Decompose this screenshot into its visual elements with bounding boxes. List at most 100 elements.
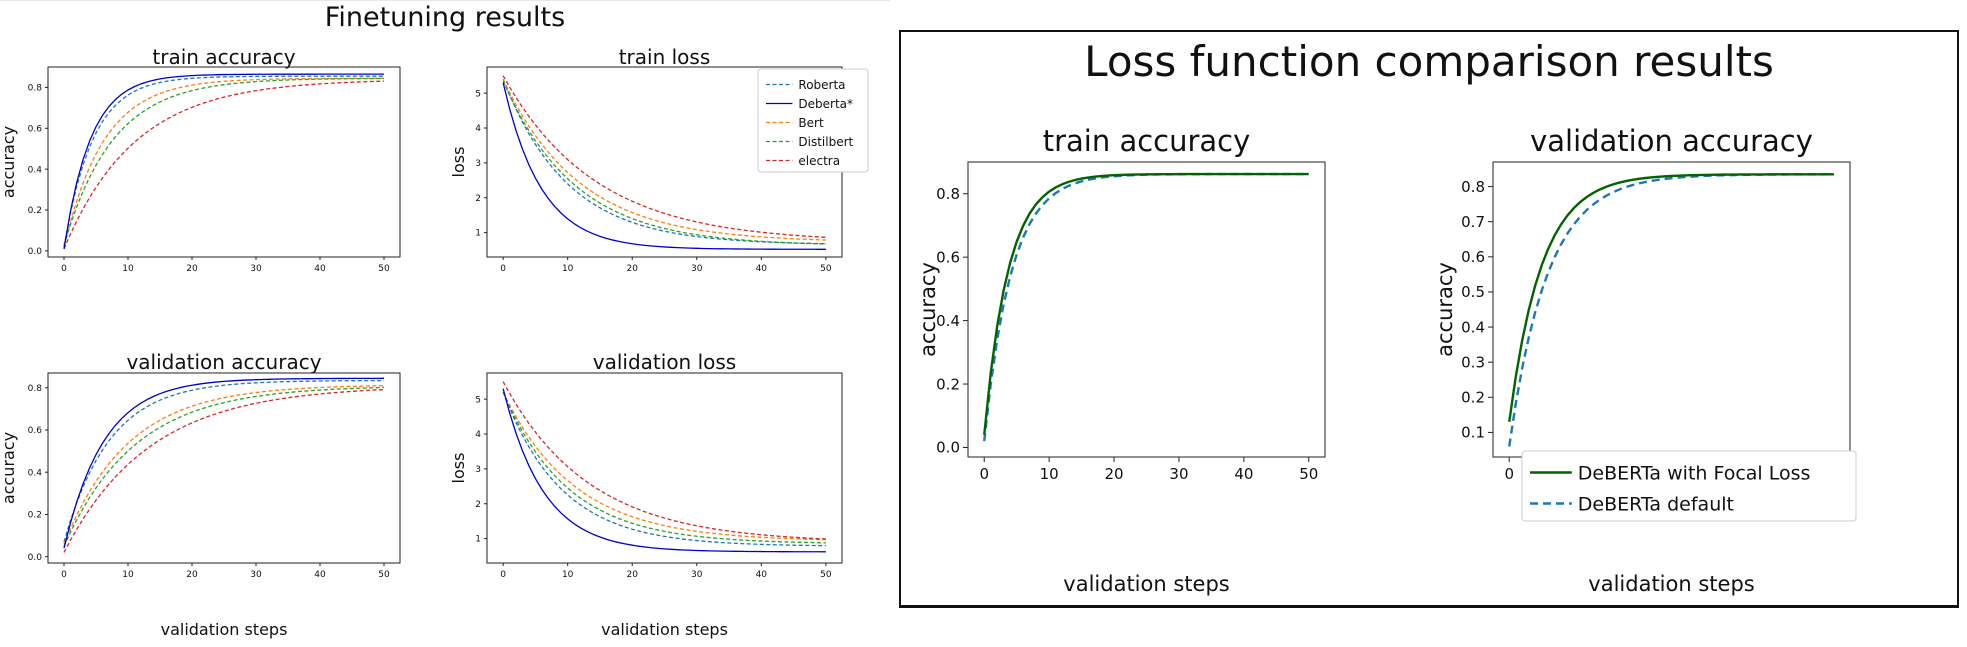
- series-line-bert: [63, 77, 385, 247]
- x-tick-label: 10: [562, 264, 574, 274]
- x-tick-label: 0: [1504, 465, 1514, 483]
- series-line-bert: [63, 385, 385, 545]
- x-tick-label: 30: [1169, 465, 1188, 483]
- chart-title: validation loss: [593, 350, 736, 374]
- legend-label-electra: electra: [798, 154, 840, 168]
- series-line-roberta: [63, 75, 384, 247]
- y-tick-label: 0.0: [28, 247, 43, 257]
- finetuning-validation-accuracy-chart: validation accuracy 0 10 20 30 40 50 0.0 0.2 0.4 0…: [0, 350, 401, 639]
- loss-comparison-train-accuracy-chart: train accuracy 0 10 20 30 40 50 0.0 0.2 0.4 0.6 0.8…: [916, 124, 1326, 596]
- plot-frame: [47, 66, 401, 258]
- x-tick-label: 30: [691, 264, 703, 274]
- plot-frame: [486, 372, 843, 564]
- legend-label-deberta-default: DeBERTa default: [1578, 493, 1734, 515]
- series-line-deberta-default: [1508, 173, 1834, 447]
- series-line-distilbert: [502, 80, 826, 245]
- series-line-distilbert: [63, 77, 385, 245]
- y-tick-label: 0.8: [28, 384, 43, 394]
- chart-title: train accuracy: [1043, 124, 1251, 158]
- y-tick-label: 0.0: [936, 439, 960, 457]
- y-tick-label: 0.2: [28, 206, 42, 216]
- x-tick-label: 0: [61, 264, 67, 274]
- y-tick-label: 0.6: [28, 124, 43, 134]
- x-tick-label: 30: [250, 264, 262, 274]
- y-tick-label: 0.3: [1461, 353, 1485, 371]
- chart-legend: DeBERTa with Focal Loss DeBERTa default: [1521, 450, 1857, 522]
- series-line-deberta: [502, 388, 826, 553]
- y-tick-label: 0.6: [936, 248, 960, 266]
- x-tick-label: 50: [378, 264, 390, 274]
- y-axis-label: loss: [449, 453, 468, 484]
- chart-title: train loss: [619, 45, 711, 69]
- y-axis-label: accuracy: [0, 432, 18, 504]
- y-tick-label: 0.4: [1461, 318, 1485, 336]
- y-axis-label: loss: [449, 147, 468, 178]
- x-tick-label: 20: [1104, 465, 1123, 483]
- series-line-roberta: [502, 391, 826, 547]
- x-tick-label: 10: [122, 570, 134, 580]
- y-tick-label: 0.8: [28, 84, 43, 94]
- y-tick-label: 0.8: [936, 185, 960, 203]
- y-tick-label: 5: [475, 89, 481, 99]
- y-tick-label: 2: [475, 194, 481, 204]
- chart-title: validation accuracy: [126, 350, 321, 374]
- y-tick-label: 0.4: [28, 165, 43, 175]
- finetuning-train-loss-chart: train loss 0 10 20 30 40 50 1 2 3 4 5 loss Roberta Deb…: [449, 45, 869, 274]
- x-tick-label: 10: [1040, 465, 1059, 483]
- chart-title: validation accuracy: [1530, 124, 1813, 158]
- x-tick-label: 40: [756, 570, 768, 580]
- y-tick-label: 0.4: [936, 312, 960, 330]
- x-tick-label: 50: [820, 264, 832, 274]
- series-line-distilbert: [502, 391, 826, 544]
- series-line-electra: [63, 388, 385, 553]
- y-tick-label: 4: [475, 124, 481, 134]
- loss-comparison-validation-accuracy-chart: validation accuracy010203040500.10.20.30…: [1433, 124, 1857, 596]
- x-tick-label: 0: [500, 264, 506, 274]
- x-tick-label: 50: [1299, 465, 1318, 483]
- x-tick-label: 0: [61, 570, 67, 580]
- legend-box: [757, 68, 869, 173]
- y-tick-label: 3: [475, 159, 481, 169]
- x-tick-label: 40: [314, 570, 326, 580]
- loss-function-comparison-title: Loss function comparison results: [1084, 37, 1774, 86]
- y-tick-label: 0.6: [1461, 248, 1485, 266]
- x-tick-label: 40: [756, 264, 768, 274]
- x-tick-label: 20: [186, 264, 198, 274]
- y-tick-label: 0.4: [28, 468, 43, 478]
- series-line-distilbert: [63, 386, 385, 547]
- x-tick-label: 30: [250, 570, 262, 580]
- finetuning-results-panel: Finetuning results: [0, 0, 890, 647]
- series-line-bert: [502, 391, 826, 541]
- y-tick-label: 3: [475, 465, 481, 475]
- x-axis-label: validation steps: [1588, 572, 1754, 596]
- y-tick-label: 4: [475, 430, 481, 440]
- x-axis-label: validation steps: [1063, 572, 1229, 596]
- series-line-deberta: [502, 82, 826, 250]
- x-tick-label: 10: [562, 570, 574, 580]
- x-tick-label: 50: [820, 570, 832, 580]
- finetuning-results-title: Finetuning results: [324, 2, 566, 33]
- y-tick-label: 0.2: [1461, 389, 1485, 407]
- finetuning-validation-loss-chart: validation loss 0 10 20 30 40 50 1 2 3 4 5 validatio…: [449, 350, 843, 639]
- x-tick-label: 10: [122, 264, 134, 274]
- legend-box: [1521, 450, 1857, 522]
- y-tick-label: 2: [475, 500, 481, 510]
- x-tick-label: 0: [500, 570, 506, 580]
- x-tick-label: 20: [627, 264, 639, 274]
- y-tick-label: 0.6: [28, 426, 43, 436]
- chart-legend: Roberta Deberta* Bert Distilbert electra: [757, 68, 869, 173]
- plot-frame: [967, 161, 1326, 458]
- chart-title: train accuracy: [152, 45, 295, 69]
- plot-frame: [1492, 161, 1851, 458]
- y-tick-label: 0.7: [1461, 213, 1485, 231]
- y-tick-label: 0.0: [28, 553, 43, 563]
- y-tick-label: 5: [475, 395, 481, 405]
- series-line-deberta: [63, 377, 385, 549]
- y-tick-label: 1: [475, 229, 481, 239]
- y-tick-label: 0.1: [1461, 424, 1485, 442]
- x-tick-label: 20: [627, 570, 639, 580]
- series-line-deberta: [63, 73, 384, 249]
- series-line-roberta: [502, 78, 826, 245]
- x-tick-label: 50: [378, 570, 390, 580]
- series-line-electra: [502, 75, 826, 238]
